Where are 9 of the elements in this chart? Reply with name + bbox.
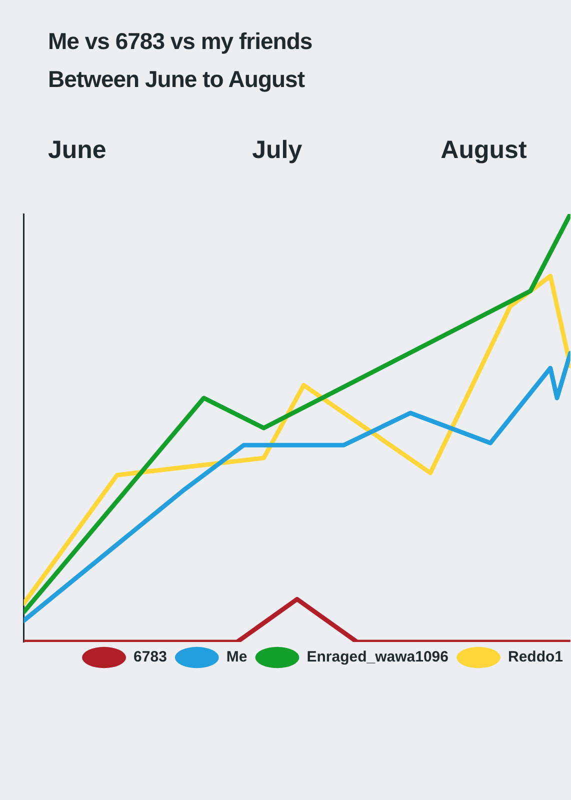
chart-title: Me vs 6783 vs my friends — [48, 27, 312, 56]
legend-label: Me — [226, 648, 248, 666]
x-tick-label: July — [252, 136, 302, 164]
legend-label: 6783 — [134, 648, 167, 666]
legend-label: Enraged_wawa1096 — [306, 648, 448, 666]
x-tick-label: June — [48, 136, 106, 164]
chart-subtitle: Between June to August — [48, 65, 306, 94]
x-tick-label: August — [440, 136, 528, 164]
legend-label: Reddo1 — [508, 648, 564, 666]
